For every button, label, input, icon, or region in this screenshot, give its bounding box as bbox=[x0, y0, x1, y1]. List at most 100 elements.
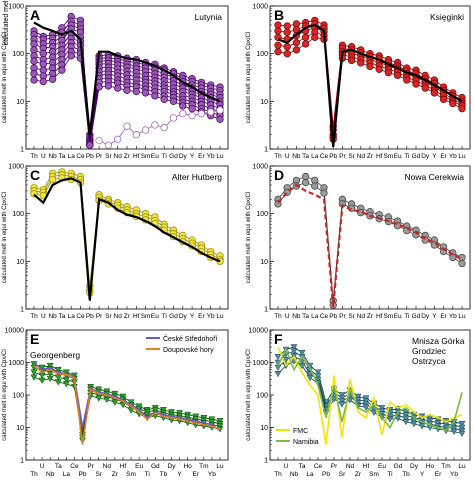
x-tick-label: Yb bbox=[449, 153, 457, 160]
data-point bbox=[114, 84, 122, 92]
data-point bbox=[458, 105, 466, 113]
panel-d: calculated melt in equi with Cpx/Cl 1 10 10… bbox=[246, 164, 471, 320]
data-point bbox=[298, 362, 306, 370]
data-point bbox=[362, 398, 370, 405]
x-tick-label-bottom: Nb bbox=[290, 471, 299, 478]
data-point bbox=[71, 372, 78, 379]
plot-area bbox=[274, 16, 466, 148]
data-point bbox=[188, 105, 196, 113]
x-tick-label: Gd bbox=[412, 153, 421, 160]
x-tick-label: Lu bbox=[216, 313, 224, 320]
data-point bbox=[314, 376, 322, 384]
x-tick-label: Nb bbox=[48, 153, 57, 160]
x-tick-label: Ce bbox=[320, 313, 329, 320]
x-tick-label: Er bbox=[440, 153, 447, 160]
y-tick-label: 100 bbox=[256, 51, 268, 58]
legend-label: Namibia bbox=[293, 439, 319, 446]
x-tick-label: Ta bbox=[302, 313, 309, 320]
x-tick-label-top: Lu bbox=[216, 463, 224, 470]
panel-letter: E bbox=[30, 331, 39, 347]
x-tick-label: Th bbox=[30, 313, 38, 320]
data-point bbox=[362, 401, 370, 408]
data-point bbox=[306, 374, 314, 382]
data-point bbox=[104, 141, 113, 149]
x-tick-label: Nb bbox=[292, 313, 301, 320]
data-point bbox=[430, 89, 439, 97]
x-tick-label: Gd bbox=[412, 313, 421, 320]
location-label: Księginki bbox=[430, 12, 464, 22]
data-point bbox=[393, 71, 402, 80]
data-point bbox=[301, 33, 310, 41]
data-point bbox=[290, 348, 298, 355]
legend-label: České Středohoří bbox=[163, 334, 218, 343]
legend-label: FMC bbox=[293, 428, 308, 435]
x-tick-label: Er bbox=[440, 313, 447, 320]
data-point bbox=[95, 83, 103, 91]
data-point bbox=[362, 404, 370, 411]
x-tick-label: Ti bbox=[162, 153, 167, 160]
x-tick-label-bottom: Th bbox=[274, 471, 282, 478]
data-point bbox=[421, 84, 429, 92]
x-tick-label-bottom: Y bbox=[420, 471, 425, 478]
x-tick-label: Sr bbox=[348, 313, 355, 320]
data-point bbox=[338, 392, 346, 399]
data-point bbox=[450, 428, 458, 436]
y-tick-label: 1 bbox=[264, 458, 268, 465]
x-tick-label: Yb bbox=[449, 313, 457, 320]
data-point bbox=[301, 40, 310, 48]
x-tick-label-bottom: La bbox=[63, 471, 71, 478]
x-tick-label: Zr bbox=[124, 313, 131, 320]
data-point bbox=[378, 405, 386, 412]
data-point bbox=[58, 66, 66, 74]
x-tick-label: Dy bbox=[179, 153, 188, 160]
data-point bbox=[292, 39, 301, 47]
x-tick-label-top: Nd bbox=[346, 463, 355, 470]
data-point bbox=[283, 43, 291, 51]
data-point bbox=[30, 76, 38, 84]
x-tick-label: Sm bbox=[384, 153, 394, 160]
data-point bbox=[314, 373, 322, 380]
location-label: Georgenberg bbox=[30, 350, 80, 360]
reference-line bbox=[277, 347, 463, 432]
y-axis-label: calculated melt in equi with Cpx/Cl bbox=[246, 32, 252, 123]
y-tick-label: 100 bbox=[12, 51, 24, 58]
data-point bbox=[346, 397, 354, 404]
reference-line bbox=[33, 364, 221, 445]
x-tick-label-top: Hf bbox=[120, 463, 127, 470]
data-point bbox=[141, 126, 150, 134]
data-point bbox=[38, 372, 46, 379]
data-point bbox=[354, 396, 362, 404]
y-tick-label: 100 bbox=[256, 393, 268, 400]
data-point bbox=[314, 369, 322, 376]
x-tick-label-bottom: Ti bbox=[145, 471, 150, 478]
data-point bbox=[347, 56, 356, 65]
x-tick-label: Ta bbox=[58, 153, 65, 160]
x-tick-label: Eu bbox=[394, 153, 402, 160]
x-tick-label: Gd bbox=[169, 313, 178, 320]
y-tick-label: 1 bbox=[264, 147, 268, 154]
data-point bbox=[412, 80, 420, 88]
data-point bbox=[38, 377, 46, 384]
x-tick-label: Sm bbox=[141, 313, 151, 320]
x-tick-label-bottom: Er bbox=[192, 471, 199, 478]
data-point bbox=[132, 87, 140, 96]
plot-frame bbox=[269, 165, 471, 310]
data-point bbox=[54, 379, 62, 386]
x-tick-label-bottom: Tb bbox=[160, 471, 168, 478]
y-tick-label: 1 bbox=[20, 458, 24, 465]
location-label: Alter Hutberg bbox=[172, 172, 222, 182]
y-axis-label: calculated melt in equi with Cpx/Cl bbox=[246, 192, 252, 283]
data-point bbox=[375, 65, 383, 73]
data-point bbox=[95, 136, 103, 145]
data-point bbox=[458, 424, 466, 432]
data-point bbox=[301, 178, 310, 187]
plot-area bbox=[30, 361, 224, 445]
data-point bbox=[386, 416, 394, 423]
series-line bbox=[33, 171, 221, 287]
data-point bbox=[384, 68, 393, 77]
data-point bbox=[46, 371, 54, 378]
series-line bbox=[33, 177, 221, 293]
data-point bbox=[208, 419, 216, 426]
data-point bbox=[320, 189, 328, 197]
location-label: Mnisza Górka bbox=[412, 336, 465, 346]
